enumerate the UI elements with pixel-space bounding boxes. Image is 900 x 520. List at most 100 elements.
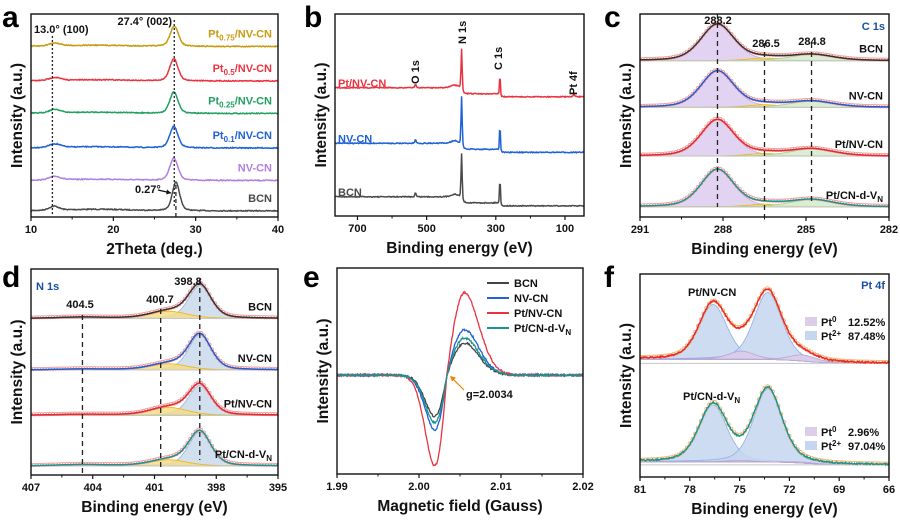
peak-label: O 1s (410, 60, 422, 84)
annotation: Pt 4f (861, 280, 885, 292)
legend-swatch (805, 331, 817, 340)
panel-d: BCN NV-CN Pt/NV-CN Pt/CN-d-VN N 1s 404.5 400.7… (2, 261, 287, 516)
x-axis-title: Binding energy (eV) (691, 501, 837, 518)
plot-frame (334, 13, 585, 217)
subscript: N (877, 195, 883, 204)
plot-area (640, 21, 889, 208)
arrow-head (450, 376, 456, 382)
plot-content (31, 280, 278, 468)
series-label: BCN (248, 193, 272, 205)
series-pt-cn-d-vn (640, 166, 889, 208)
label-part: Pt/CN-d-V (514, 323, 566, 335)
label-part: Pt (213, 63, 224, 75)
legend: Pt0 12.52% Pt2+ 87.48% (805, 315, 886, 343)
annotation: 13.0° (100) (34, 24, 89, 36)
label-part: Pt (821, 317, 832, 329)
panel-letter: f (604, 261, 615, 294)
panel-letter: a (2, 1, 19, 34)
series-label: NV-CN (338, 133, 372, 145)
label-part: NV-CN (238, 353, 272, 365)
legend-value: 12.52% (848, 317, 886, 329)
series-line (31, 429, 278, 467)
series-pt-nv-cn (640, 116, 889, 158)
x-tick-label: 100 (556, 223, 574, 235)
annotation: 398.8 (174, 276, 202, 288)
series-pt0-5-nv-cn (31, 58, 278, 83)
x-tick-label: 2.01 (490, 481, 511, 493)
series-label: NV-CN (849, 90, 883, 102)
series-label: NV-CN (238, 162, 272, 174)
label-part: Pt (208, 28, 219, 40)
fit-component (640, 461, 889, 466)
x-tick-label: 78 (684, 484, 696, 496)
x-tick-label: 404 (84, 482, 103, 494)
y-axis-title: Intensity (a.u.) (9, 63, 26, 168)
x-tick-label: 2.02 (572, 481, 593, 493)
series-line (31, 282, 278, 319)
raw-data-point (886, 461, 889, 466)
series-nv-cn (31, 330, 278, 372)
legend-swatch (805, 441, 817, 450)
plot-content (335, 48, 584, 208)
label-part: /NV-CN (235, 28, 272, 40)
series-pt-cn-d-vn (640, 384, 889, 467)
legend-value: 87.48% (848, 331, 886, 343)
plot-area (335, 48, 584, 208)
series-label: Pt/NV-CN (835, 139, 883, 151)
series-label: BCN (248, 301, 272, 313)
series-bcn (640, 21, 889, 62)
legend-label: Pt0 (821, 425, 837, 439)
series-line (31, 58, 278, 83)
x-tick-label: 2.00 (408, 481, 429, 493)
x-tick-label: 66 (883, 484, 895, 496)
series-line (31, 181, 278, 213)
x-tick-label: 20 (107, 224, 119, 236)
x-tick-label: 72 (783, 484, 795, 496)
subscript: 0.5 (224, 68, 236, 77)
series-pt0-75-nv-cn (31, 25, 278, 48)
label-part: BCN (338, 187, 362, 199)
series-label: Pt/CN-d-VN (683, 391, 740, 405)
x-tick-label: 10 (25, 224, 37, 236)
series-line (335, 153, 584, 208)
series-label: Pt0.25/NV-CN (208, 95, 272, 109)
annotation: 27.4° (002) (117, 16, 172, 28)
annotation: 404.5 (66, 299, 94, 311)
label-part: BCN (514, 278, 538, 290)
series-pt0-25-nv-cn (31, 91, 278, 115)
superscript: 2+ (832, 439, 841, 448)
x-tick-label: 398 (207, 482, 225, 494)
label-part: BCN (248, 193, 272, 205)
series-bcn (337, 341, 583, 418)
x-tick-label: 700 (348, 223, 366, 235)
label-part: Pt (821, 331, 832, 343)
legend: BCN NV-CN Pt/NV-CN Pt/CN-d-VN (487, 278, 571, 337)
label-part: Pt/NV-CN (688, 287, 736, 299)
series-line (640, 288, 889, 365)
x-axis-title: 2Theta (deg.) (106, 241, 202, 258)
series-line (337, 336, 583, 425)
y-axis-title: Intensity (a.u.) (9, 319, 26, 424)
series-label: BCN (338, 187, 362, 199)
label-part: Pt (213, 130, 224, 142)
series-pt-nv-cn (640, 286, 889, 365)
superscript: 2+ (832, 329, 841, 338)
superscript: 0 (832, 315, 837, 324)
series-line (31, 332, 278, 371)
series-label: Pt/CN-d-VN (215, 449, 272, 463)
subscript: 0.25 (219, 100, 235, 109)
raw-data-point (790, 334, 795, 340)
arrow-head (166, 189, 171, 195)
annotation: 284.8 (798, 36, 826, 48)
series-label: Pt/NV-CN (224, 398, 272, 410)
label-part: Pt/CN-d-V (826, 190, 878, 202)
x-tick-label: 288 (714, 224, 732, 236)
series-pt-nv-cn (31, 380, 278, 417)
series-pt-nv-cn (335, 48, 584, 99)
raw-data-point (718, 303, 723, 308)
subscript: N (734, 396, 740, 405)
series-label: Pt/CN-d-VN (826, 190, 883, 204)
label-part: NV-CN (338, 133, 372, 145)
